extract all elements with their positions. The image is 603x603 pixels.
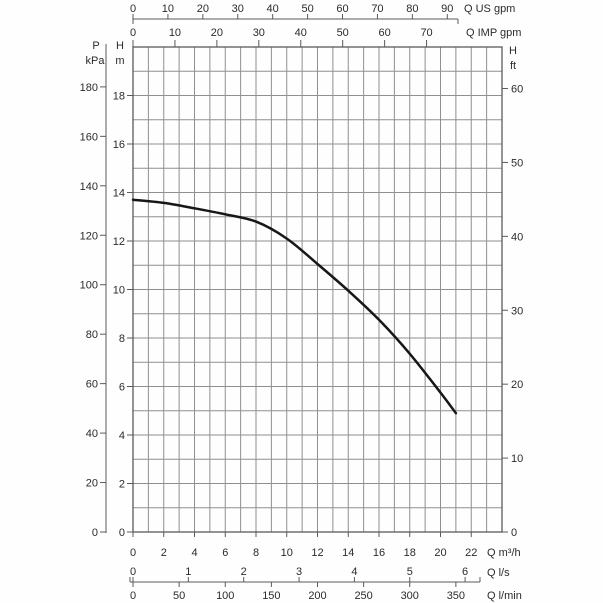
- tick-label-q-m3h: 20: [434, 547, 446, 559]
- tick-label-p-kpa: 20: [86, 478, 98, 490]
- tick-label-q-m3h: 16: [373, 547, 385, 559]
- tick-label-q-imp-gpm: 10: [169, 27, 181, 39]
- tick-label-p-kpa: 160: [80, 131, 98, 143]
- tick-label-h-ft: 20: [511, 379, 523, 391]
- tick-label-p-kpa: 180: [80, 82, 98, 94]
- axis-unit-h-m-bottom: m: [115, 55, 124, 67]
- tick-label-q-ls: 5: [407, 566, 413, 578]
- tick-label-q-ls: 0: [130, 566, 136, 578]
- tick-label-q-lmin: 250: [354, 590, 372, 602]
- axis-unit-p-kpa-top: P: [92, 40, 99, 52]
- tick-label-q-m3h: 10: [281, 547, 293, 559]
- tick-label-q-us-gpm: 70: [371, 3, 383, 15]
- tick-label-h-m: 18: [113, 91, 125, 103]
- tick-label-q-us-gpm: 90: [441, 3, 453, 15]
- tick-label-h-m: 12: [113, 236, 125, 248]
- tick-label-q-ls: 4: [351, 566, 357, 578]
- tick-label-p-kpa: 100: [80, 280, 98, 292]
- tick-label-q-us-gpm: 60: [336, 3, 348, 15]
- tick-label-q-us-gpm: 80: [406, 3, 418, 15]
- tick-label-q-lmin: 300: [401, 590, 419, 602]
- axis-unit-q-imp-gpm: Q IMP gpm: [466, 27, 521, 39]
- tick-label-q-imp-gpm: 40: [295, 27, 307, 39]
- tick-label-h-ft: 60: [511, 84, 523, 96]
- plot-grid: [133, 47, 502, 532]
- tick-label-h-m: 16: [113, 139, 125, 151]
- tick-label-q-m3h: 2: [161, 547, 167, 559]
- axis-q-ls: 0 1 2 3 4 5 6 Q l/s: [129, 566, 510, 583]
- tick-label-q-lmin: 100: [216, 590, 234, 602]
- axis-unit-q-ls: Q l/s: [487, 567, 510, 579]
- tick-label-q-imp-gpm: 0: [130, 27, 136, 39]
- tick-label-p-kpa: 120: [80, 230, 98, 242]
- tick-label-q-lmin: 200: [308, 590, 326, 602]
- tick-label-h-m: 4: [119, 430, 125, 442]
- tick-label-h-ft: 40: [511, 231, 523, 243]
- tick-label-q-lmin: 150: [262, 590, 280, 602]
- tick-label-h-m: 8: [119, 333, 125, 345]
- axis-q-lmin: 0 50 100 150 200 250 300 350 Q l/min: [130, 582, 522, 602]
- tick-label-h-m: 14: [113, 188, 125, 200]
- tick-label-q-m3h: 0: [130, 547, 136, 559]
- tick-label-q-us-gpm: 0: [130, 3, 136, 15]
- tick-label-q-us-gpm: 50: [301, 3, 313, 15]
- tick-label-p-kpa: 80: [86, 329, 98, 341]
- tick-label-q-ls: 1: [185, 566, 191, 578]
- tick-label-q-m3h: 14: [342, 547, 354, 559]
- tick-label-p-kpa: 60: [86, 379, 98, 391]
- pump-head-curve: [131, 198, 458, 415]
- tick-label-q-imp-gpm: 50: [337, 27, 349, 39]
- tick-label-q-m3h: 12: [311, 547, 323, 559]
- tick-label-q-ls: 2: [241, 566, 247, 578]
- tick-label-h-m: 0: [119, 527, 125, 539]
- tick-label-q-imp-gpm: 30: [253, 27, 265, 39]
- tick-label-q-imp-gpm: 20: [211, 27, 223, 39]
- axis-unit-h-ft-top: H: [509, 45, 517, 57]
- axis-unit-q-us-gpm: Q US gpm: [464, 3, 515, 15]
- tick-label-h-m: 2: [119, 479, 125, 491]
- tick-label-q-lmin: 0: [130, 590, 136, 602]
- tick-label-q-ls: 3: [296, 566, 302, 578]
- tick-label-q-us-gpm: 30: [232, 3, 244, 15]
- axis-unit-q-m3h: Q m³/h: [487, 547, 521, 559]
- tick-label-q-imp-gpm: 60: [379, 27, 391, 39]
- axis-h-ft: 0 10 20 30 40 50 60 Hft: [502, 45, 523, 539]
- tick-label-p-kpa: 0: [92, 527, 98, 539]
- tick-label-h-m: 10: [113, 285, 125, 297]
- tick-label-q-us-gpm: 10: [162, 3, 174, 15]
- tick-label-h-ft: 30: [511, 305, 523, 317]
- tick-label-p-kpa: 140: [80, 181, 98, 193]
- tick-label-q-m3h: 6: [222, 547, 228, 559]
- axis-unit-h-ft-bottom: ft: [510, 60, 516, 72]
- tick-label-h-ft: 50: [511, 157, 523, 169]
- axis-unit-p-kpa-bottom: kPa: [86, 55, 106, 67]
- tick-label-q-ls: 6: [462, 566, 468, 578]
- axis-q-m3h: 0 2 4 6 8 10 12 14 16 18 20 22 Q m³/h: [130, 532, 521, 559]
- tick-label-q-m3h: 22: [465, 547, 477, 559]
- axis-h-m: 0 2 4 6 8 10 12 14 16 18 Hm: [113, 40, 133, 539]
- axis-q-imp-gpm: 0 10 20 30 40 50 60 70 Q IMP gpm: [130, 27, 521, 47]
- tick-label-q-lmin: 350: [447, 590, 465, 602]
- tick-label-h-m: 6: [119, 382, 125, 394]
- tick-label-p-kpa: 40: [86, 428, 98, 440]
- tick-label-q-us-gpm: 40: [267, 3, 279, 15]
- tick-label-q-us-gpm: 20: [197, 3, 209, 15]
- tick-label-h-ft: 10: [511, 453, 523, 465]
- axis-unit-h-m-top: H: [116, 40, 124, 52]
- tick-label-q-m3h: 4: [191, 547, 197, 559]
- tick-label-q-m3h: 8: [253, 547, 259, 559]
- axis-unit-q-lmin: Q l/min: [487, 590, 522, 602]
- tick-label-q-lmin: 50: [173, 590, 185, 602]
- axis-q-us-gpm: 0 10 20 30 40 50 60 70 80 90 Q US gpm: [130, 3, 515, 24]
- tick-label-h-ft: 0: [511, 527, 517, 539]
- tick-label-q-imp-gpm: 70: [420, 27, 432, 39]
- tick-label-q-m3h: 18: [404, 547, 416, 559]
